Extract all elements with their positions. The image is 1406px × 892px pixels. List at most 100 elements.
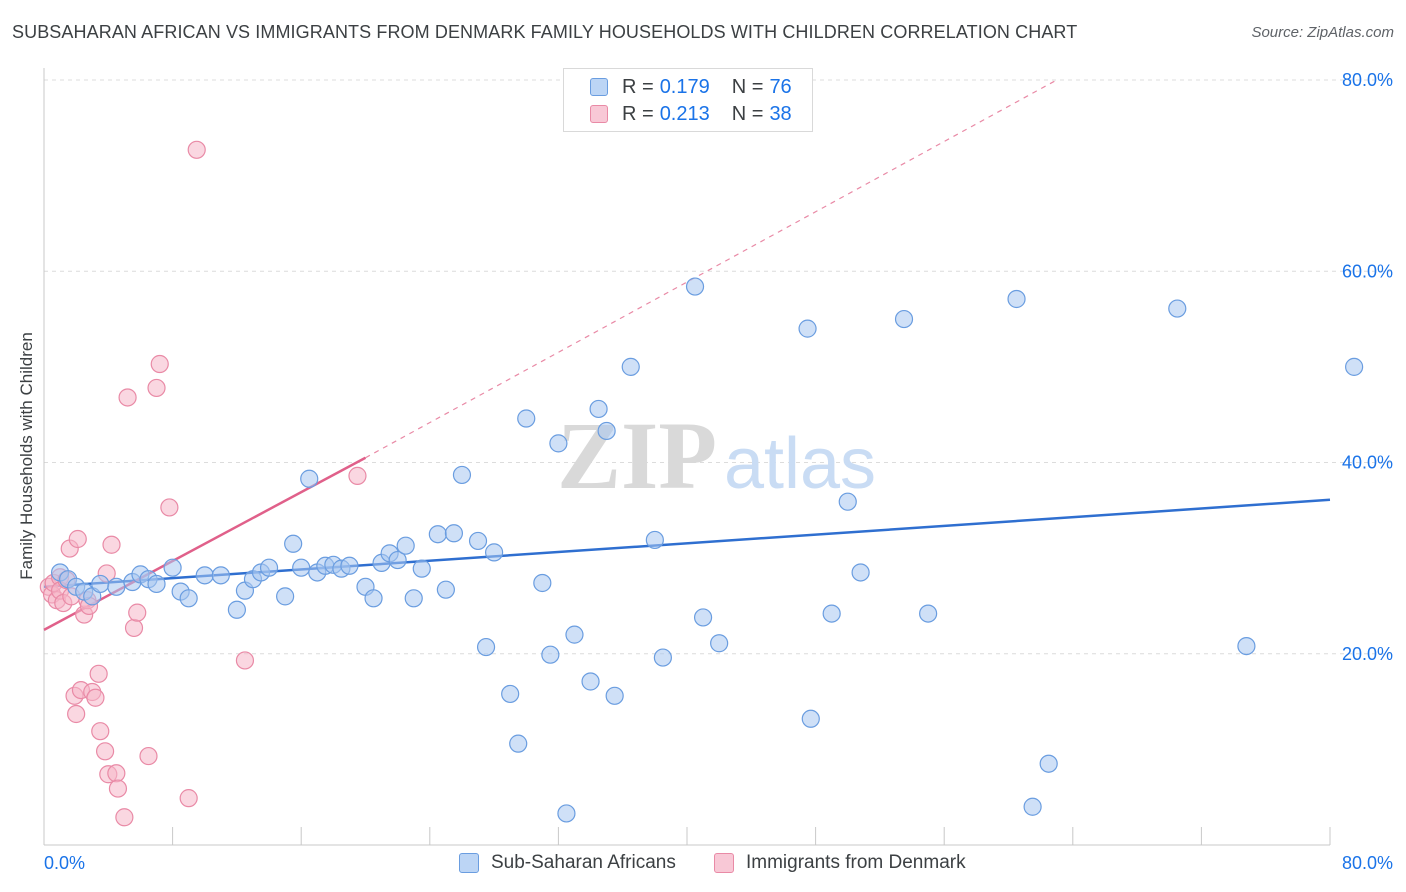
data-point-sub-saharan xyxy=(597,421,616,441)
data-point-denmark xyxy=(68,529,87,549)
data-point-sub-saharan xyxy=(645,530,664,550)
trend-line-sub-saharan xyxy=(43,498,1331,589)
legend-label: Immigrants from Denmark xyxy=(746,852,966,873)
data-point-sub-saharan xyxy=(1237,636,1256,656)
data-point-sub-saharan xyxy=(549,434,568,453)
y-tick-label: 80.0% xyxy=(1342,70,1393,90)
stats-legend-row-blue: R = 0.179 N = 76 xyxy=(590,75,792,99)
data-point-sub-saharan xyxy=(396,536,415,555)
data-point-sub-saharan xyxy=(364,589,383,608)
data-point-sub-saharan xyxy=(91,574,110,594)
legend-swatch-blue xyxy=(590,78,608,96)
data-point-denmark xyxy=(115,808,134,827)
r-label: R = xyxy=(622,75,654,98)
r-label: R = xyxy=(622,102,654,125)
data-point-sub-saharan xyxy=(653,648,672,667)
data-point-sub-saharan xyxy=(533,573,552,593)
data-point-sub-saharan xyxy=(468,531,488,551)
r-value: 0.213 xyxy=(659,102,710,125)
data-point-sub-saharan xyxy=(1345,357,1364,376)
data-point-sub-saharan xyxy=(919,604,938,623)
data-point-denmark xyxy=(348,466,367,485)
legend-swatch-blue xyxy=(459,853,479,873)
data-point-denmark xyxy=(150,354,169,374)
legend-label: Sub-Saharan Africans xyxy=(491,852,676,873)
data-point-sub-saharan xyxy=(605,686,624,705)
trend-line-denmark-extension xyxy=(365,79,1058,459)
n-value: 76 xyxy=(769,75,792,98)
data-point-denmark xyxy=(124,618,144,638)
y-tick-label: 20.0% xyxy=(1342,644,1393,664)
data-point-sub-saharan xyxy=(541,645,560,664)
legend-swatch-pink xyxy=(714,853,734,873)
data-point-denmark xyxy=(179,789,198,808)
data-point-sub-saharan xyxy=(894,309,914,329)
data-point-denmark xyxy=(108,779,128,798)
data-point-sub-saharan xyxy=(107,577,126,596)
data-point-sub-saharan xyxy=(179,589,198,608)
n-value: 38 xyxy=(769,102,792,125)
data-point-sub-saharan xyxy=(300,469,319,488)
data-point-sub-saharan xyxy=(1039,754,1058,773)
data-point-denmark xyxy=(235,651,255,670)
data-point-sub-saharan xyxy=(581,672,600,691)
data-point-denmark xyxy=(102,535,121,554)
y-axis-label: Family Households with Children xyxy=(17,332,36,580)
stats-legend: R = 0.179 N = 76 R = 0.213 N = 38 xyxy=(563,68,813,132)
data-point-sub-saharan xyxy=(147,574,166,594)
legend-item-sub-saharan: Sub-Saharan Africans xyxy=(459,852,676,874)
data-point-sub-saharan xyxy=(1007,289,1026,309)
data-point-denmark xyxy=(118,388,137,407)
watermark-atlas: atlas xyxy=(724,424,876,504)
data-point-sub-saharan xyxy=(227,600,246,619)
data-point-sub-saharan xyxy=(485,543,504,562)
trend-lines xyxy=(43,79,1331,631)
stats-legend-row-pink: R = 0.213 N = 38 xyxy=(590,102,792,126)
data-point-denmark xyxy=(147,378,166,398)
data-point-sub-saharan xyxy=(436,580,455,599)
data-point-sub-saharan xyxy=(798,319,817,338)
data-point-sub-saharan xyxy=(517,409,536,428)
r-value: 0.179 xyxy=(659,75,710,98)
data-point-sub-saharan xyxy=(557,804,576,823)
data-point-sub-saharan xyxy=(822,604,841,623)
y-tick-label: 60.0% xyxy=(1342,261,1393,281)
data-point-denmark xyxy=(67,704,86,724)
x-tick-label: 0.0% xyxy=(44,853,85,873)
data-point-sub-saharan xyxy=(838,492,857,511)
n-label: N = xyxy=(731,75,764,98)
data-point-sub-saharan xyxy=(259,558,279,577)
data-point-sub-saharan xyxy=(589,399,608,419)
data-point-sub-saharan xyxy=(509,734,528,753)
data-point-denmark xyxy=(107,764,126,783)
data-point-sub-saharan xyxy=(693,608,713,627)
data-point-sub-saharan xyxy=(452,465,472,485)
legend-item-denmark: Immigrants from Denmark xyxy=(714,852,966,874)
legend-swatch-pink xyxy=(590,105,608,123)
data-point-denmark xyxy=(139,746,158,766)
data-point-sub-saharan xyxy=(404,589,423,608)
data-point-sub-saharan xyxy=(292,558,311,577)
data-point-sub-saharan xyxy=(211,566,230,585)
series-legend: Sub-Saharan Africans Immigrants from Den… xyxy=(0,852,1406,876)
data-point-sub-saharan xyxy=(476,637,496,657)
data-point-denmark xyxy=(86,688,105,707)
series-sub-saharan-africans xyxy=(50,277,1364,823)
chart-title: SUBSAHARAN AFRICAN VS IMMIGRANTS FROM DE… xyxy=(12,22,1078,42)
data-point-denmark xyxy=(160,498,179,517)
data-point-sub-saharan xyxy=(1023,797,1042,816)
data-point-sub-saharan xyxy=(276,587,295,606)
data-point-sub-saharan xyxy=(444,524,464,543)
data-point-sub-saharan xyxy=(428,525,447,544)
y-tick-label: 40.0% xyxy=(1342,453,1393,473)
watermark-zip: ZIP xyxy=(557,402,717,509)
data-point-sub-saharan xyxy=(412,559,431,578)
data-point-sub-saharan xyxy=(388,550,407,570)
data-point-sub-saharan xyxy=(340,556,359,575)
data-point-sub-saharan xyxy=(565,625,584,644)
data-point-sub-saharan xyxy=(1168,299,1187,318)
data-point-sub-saharan xyxy=(851,563,870,582)
data-point-denmark xyxy=(95,742,115,761)
data-point-sub-saharan xyxy=(710,634,729,653)
